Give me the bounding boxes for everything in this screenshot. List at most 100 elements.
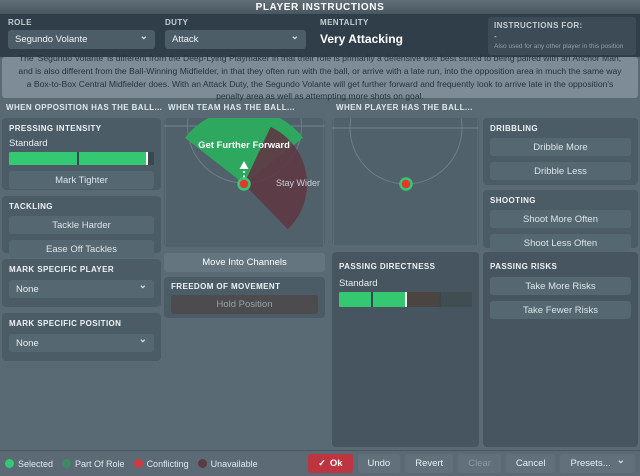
passing-directness-card: PASSING DIRECTNESS Standard	[332, 252, 479, 447]
role-select[interactable]: Segundo Volante ⌄	[8, 30, 155, 49]
slider-segment	[79, 152, 146, 165]
tackling-title: TACKLING	[9, 202, 53, 211]
role-description-text: The 'Segundo Volante' is different from …	[18, 52, 622, 102]
page-title: PLAYER INSTRUCTIONS	[255, 1, 385, 13]
footer-bar: Selected Part Of Role Conflicting Unavai…	[0, 450, 640, 476]
slider-divider	[438, 292, 441, 307]
ok-label: Ok	[329, 458, 343, 469]
mentality-value: Very Attacking	[320, 32, 403, 46]
team-movement-pitch	[164, 118, 325, 247]
legend-label: Selected	[18, 458, 54, 469]
duty-select[interactable]: Attack ⌄	[165, 30, 306, 49]
role-description: The 'Segundo Volante' is different from …	[2, 53, 638, 101]
passing-directness-value: Standard	[339, 278, 378, 289]
player-position-dot	[399, 177, 413, 191]
instructions-for-label: INSTRUCTIONS FOR:	[494, 21, 583, 30]
shoot-more-often-button[interactable]: Shoot More Often	[490, 210, 631, 228]
dribbling-title: DRIBBLING	[490, 124, 539, 133]
dribble-less-button[interactable]: Dribble Less	[490, 162, 631, 180]
dribbling-card: DRIBBLING Dribble More Dribble Less	[483, 118, 638, 185]
revert-button[interactable]: Revert	[405, 454, 454, 473]
take-more-risks-button[interactable]: Take More Risks	[490, 277, 631, 295]
role-value: Segundo Volante	[15, 34, 88, 45]
unavailable-dot-icon	[197, 459, 207, 468]
instructions-for-value: -	[494, 32, 497, 41]
conflicting-dot-icon	[133, 459, 143, 468]
mark-specific-position-card: MARK SPECIFIC POSITION None ⌄	[2, 313, 161, 361]
mark-tighter-button[interactable]: Mark Tighter	[9, 171, 154, 189]
mark-specific-position-value: None	[16, 337, 39, 349]
passing-directness-slider[interactable]	[339, 292, 472, 307]
slider-segment	[372, 292, 405, 307]
undo-button[interactable]: Undo	[357, 454, 401, 473]
mentality-field: MENTALITY Very Attacking	[320, 18, 470, 46]
shooting-title: SHOOTING	[490, 196, 536, 205]
mark-specific-player-value: None	[16, 283, 39, 295]
part-of-role-dot-icon	[62, 459, 72, 468]
clear-button: Clear	[458, 454, 501, 473]
player-position-dot	[237, 177, 251, 191]
pressing-intensity-title: PRESSING INTENSITY	[9, 124, 102, 133]
slider-divider	[77, 152, 80, 165]
slider-divider	[370, 292, 373, 307]
passing-risks-card: PASSING RISKS Take More Risks Take Fewer…	[483, 252, 638, 447]
role-label: ROLE	[8, 18, 32, 27]
movement-arrow-icon	[239, 161, 249, 169]
stay-wider-wedge	[244, 126, 308, 230]
mark-specific-player-card: MARK SPECIFIC PLAYER None ⌄	[2, 259, 161, 307]
check-icon: ✓	[318, 458, 326, 468]
legend-label: Conflicting	[146, 458, 189, 469]
take-fewer-risks-button[interactable]: Take Fewer Risks	[490, 301, 631, 319]
shooting-card: SHOOTING Shoot More Often Shoot Less Oft…	[483, 190, 638, 252]
freedom-of-movement-card: FREEDOM OF MOVEMENT Hold Position	[164, 277, 325, 318]
pitch-diagram	[164, 118, 325, 247]
mark-specific-position-select[interactable]: None ⌄	[9, 334, 154, 352]
pressing-intensity-slider[interactable]	[9, 152, 154, 165]
slider-segment	[440, 292, 472, 307]
legend-unavailable: Unavailable	[197, 459, 258, 469]
pressing-intensity-value: Standard	[9, 138, 48, 149]
legend-part-of-role: Part Of Role	[62, 459, 125, 469]
stay-wider-label: Stay Wider	[275, 178, 320, 188]
hold-position-button[interactable]: Hold Position	[171, 295, 318, 314]
dribble-more-button[interactable]: Dribble More	[490, 138, 631, 156]
mentality-label: MENTALITY	[320, 18, 369, 27]
tackle-harder-button[interactable]: Tackle Harder	[9, 216, 154, 234]
tackling-card: TACKLING Tackle Harder Ease Off Tackles	[2, 196, 161, 258]
titlebar: PLAYER INSTRUCTIONS	[0, 0, 640, 14]
passing-risks-title: PASSING RISKS	[490, 262, 558, 271]
slider-marker	[145, 152, 148, 165]
header-band: ROLE Segundo Volante ⌄ DUTY Attack ⌄ MEN…	[0, 14, 640, 57]
mark-specific-player-select[interactable]: None ⌄	[9, 280, 154, 298]
move-into-channels-button[interactable]: Move Into Channels	[164, 253, 325, 272]
ok-button[interactable]: ✓ Ok	[308, 454, 353, 473]
pitch-diagram	[332, 118, 479, 245]
instructions-for-note: Also used for any other player in this p…	[494, 43, 624, 50]
legend-selected: Selected	[5, 459, 53, 469]
legend-label: Part Of Role	[75, 458, 125, 469]
duty-value: Attack	[172, 34, 199, 45]
ease-off-tackles-button[interactable]: Ease Off Tackles	[9, 240, 154, 258]
get-further-forward-label: Get Further Forward	[198, 140, 290, 151]
pressing-intensity-card: PRESSING INTENSITY Standard Mark Tighter	[2, 118, 161, 190]
mark-specific-player-title: MARK SPECIFIC PLAYER	[9, 265, 115, 274]
instructions-for-panel: INSTRUCTIONS FOR: - Also used for any ot…	[488, 17, 636, 55]
mark-specific-position-title: MARK SPECIFIC POSITION	[9, 319, 122, 328]
slider-marker	[404, 292, 407, 307]
presets-button[interactable]: Presets... ⌄	[560, 454, 635, 473]
duty-label: DUTY	[165, 18, 189, 27]
slider-segment	[406, 292, 439, 307]
freedom-of-movement-title: FREEDOM OF MOVEMENT	[171, 282, 281, 291]
shoot-less-often-button[interactable]: Shoot Less Often	[490, 234, 631, 252]
column-header-team: WHEN TEAM HAS THE BALL...	[168, 103, 295, 112]
player-movement-pitch	[332, 118, 479, 245]
slider-segment	[9, 152, 78, 165]
role-field: ROLE Segundo Volante ⌄	[8, 18, 155, 49]
slider-segment	[147, 152, 154, 165]
passing-directness-title: PASSING DIRECTNESS	[339, 262, 436, 271]
column-header-player: WHEN PLAYER HAS THE BALL...	[336, 103, 473, 112]
cancel-button[interactable]: Cancel	[505, 454, 556, 473]
presets-label: Presets...	[570, 458, 611, 469]
legend-conflicting: Conflicting	[133, 458, 189, 469]
duty-field: DUTY Attack ⌄	[165, 18, 306, 49]
